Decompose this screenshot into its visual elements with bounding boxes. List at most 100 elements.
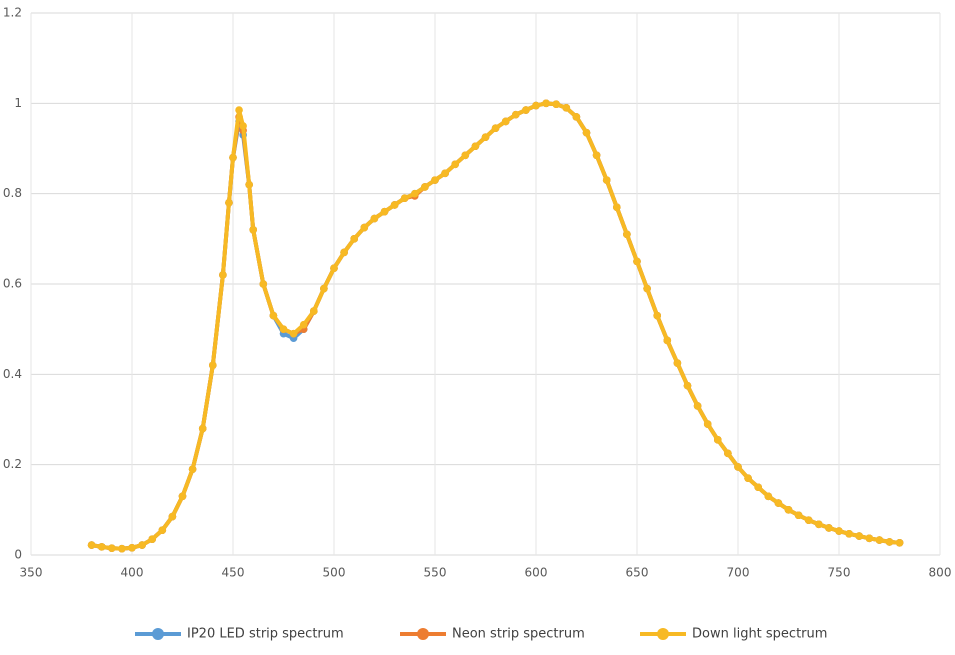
series-line bbox=[91, 101, 900, 551]
data-point bbox=[249, 226, 257, 234]
data-point bbox=[360, 223, 369, 232]
x-tick-label: 350 bbox=[20, 566, 43, 580]
data-point bbox=[239, 122, 247, 130]
data-point bbox=[118, 544, 126, 553]
data-point bbox=[138, 541, 146, 549]
data-point bbox=[522, 106, 530, 114]
x-tick-label: 750 bbox=[828, 566, 851, 580]
y-tick-label: 0.8 bbox=[3, 186, 22, 200]
data-point bbox=[128, 543, 136, 552]
data-point bbox=[774, 499, 783, 507]
data-point bbox=[390, 201, 399, 209]
data-point bbox=[209, 361, 217, 370]
series-line bbox=[91, 101, 900, 551]
data-point bbox=[683, 381, 692, 390]
legend-marker bbox=[417, 628, 429, 640]
legend-label: Neon strip spectrum bbox=[452, 627, 585, 642]
data-point bbox=[340, 248, 348, 257]
data-point bbox=[835, 527, 843, 535]
series-line bbox=[91, 101, 900, 551]
data-point bbox=[320, 284, 328, 293]
data-point bbox=[289, 329, 298, 338]
x-tick-label: 550 bbox=[424, 566, 447, 580]
data-point bbox=[461, 151, 470, 160]
data-point bbox=[602, 176, 611, 184]
data-point bbox=[512, 110, 520, 119]
legend-marker bbox=[657, 628, 669, 640]
data-point bbox=[552, 100, 560, 109]
y-tick-label: 0.2 bbox=[3, 457, 22, 471]
y-tick-label: 1 bbox=[14, 96, 22, 110]
x-tick-label: 800 bbox=[929, 566, 952, 580]
data-point bbox=[235, 106, 243, 114]
data-point bbox=[158, 526, 167, 534]
data-point bbox=[451, 160, 460, 169]
data-point bbox=[299, 320, 308, 329]
data-point bbox=[481, 133, 490, 142]
x-tick-label: 600 bbox=[525, 566, 548, 580]
data-point bbox=[693, 402, 702, 410]
data-point bbox=[380, 207, 389, 216]
data-point bbox=[754, 483, 762, 492]
data-point bbox=[441, 169, 449, 178]
y-tick-label: 0 bbox=[14, 548, 22, 562]
data-point bbox=[350, 235, 359, 243]
y-tick-label: 1.2 bbox=[3, 6, 22, 20]
data-point bbox=[269, 311, 278, 320]
legend-marker bbox=[152, 628, 164, 640]
data-point bbox=[562, 104, 571, 112]
x-tick-label: 500 bbox=[323, 566, 346, 580]
data-point bbox=[643, 284, 651, 293]
data-point bbox=[724, 449, 732, 458]
data-point bbox=[188, 465, 197, 473]
data-point bbox=[148, 535, 156, 543]
data-point bbox=[663, 336, 672, 345]
data-point bbox=[279, 325, 288, 333]
data-point bbox=[714, 436, 722, 444]
data-point bbox=[764, 492, 773, 501]
data-point bbox=[875, 536, 884, 544]
data-point bbox=[582, 128, 591, 137]
data-point bbox=[804, 516, 813, 525]
data-point bbox=[613, 203, 621, 212]
data-point bbox=[825, 524, 833, 532]
data-point bbox=[245, 180, 253, 189]
data-point bbox=[411, 189, 419, 198]
data-point bbox=[845, 529, 853, 538]
data-point bbox=[400, 194, 409, 202]
x-tick-label: 650 bbox=[626, 566, 649, 580]
data-point bbox=[87, 541, 96, 549]
data-point bbox=[501, 117, 510, 126]
data-point bbox=[259, 280, 268, 288]
data-point bbox=[178, 492, 187, 501]
data-point bbox=[734, 463, 742, 471]
data-point bbox=[633, 257, 641, 266]
x-tick-label: 450 bbox=[222, 566, 245, 580]
x-tick-label: 700 bbox=[727, 566, 750, 580]
data-point bbox=[895, 539, 904, 547]
data-point bbox=[623, 230, 631, 239]
data-point bbox=[431, 176, 439, 184]
legend-label: Down light spectrum bbox=[692, 627, 827, 642]
data-point bbox=[310, 307, 318, 315]
data-point bbox=[784, 506, 793, 514]
data-point bbox=[794, 511, 803, 520]
data-point bbox=[229, 153, 237, 162]
data-point bbox=[108, 544, 116, 553]
data-point bbox=[703, 420, 712, 428]
data-point bbox=[744, 474, 752, 483]
data-point bbox=[219, 271, 227, 279]
data-point bbox=[97, 543, 106, 551]
data-point bbox=[572, 113, 581, 121]
data-point bbox=[421, 183, 429, 191]
data-point bbox=[471, 142, 480, 151]
data-point bbox=[673, 359, 682, 367]
data-point bbox=[168, 512, 177, 521]
data-point bbox=[542, 99, 550, 108]
x-tick-label: 400 bbox=[121, 566, 144, 580]
data-point bbox=[592, 151, 601, 160]
data-point bbox=[885, 538, 894, 546]
y-tick-label: 0.4 bbox=[3, 367, 22, 381]
data-point bbox=[198, 424, 207, 433]
